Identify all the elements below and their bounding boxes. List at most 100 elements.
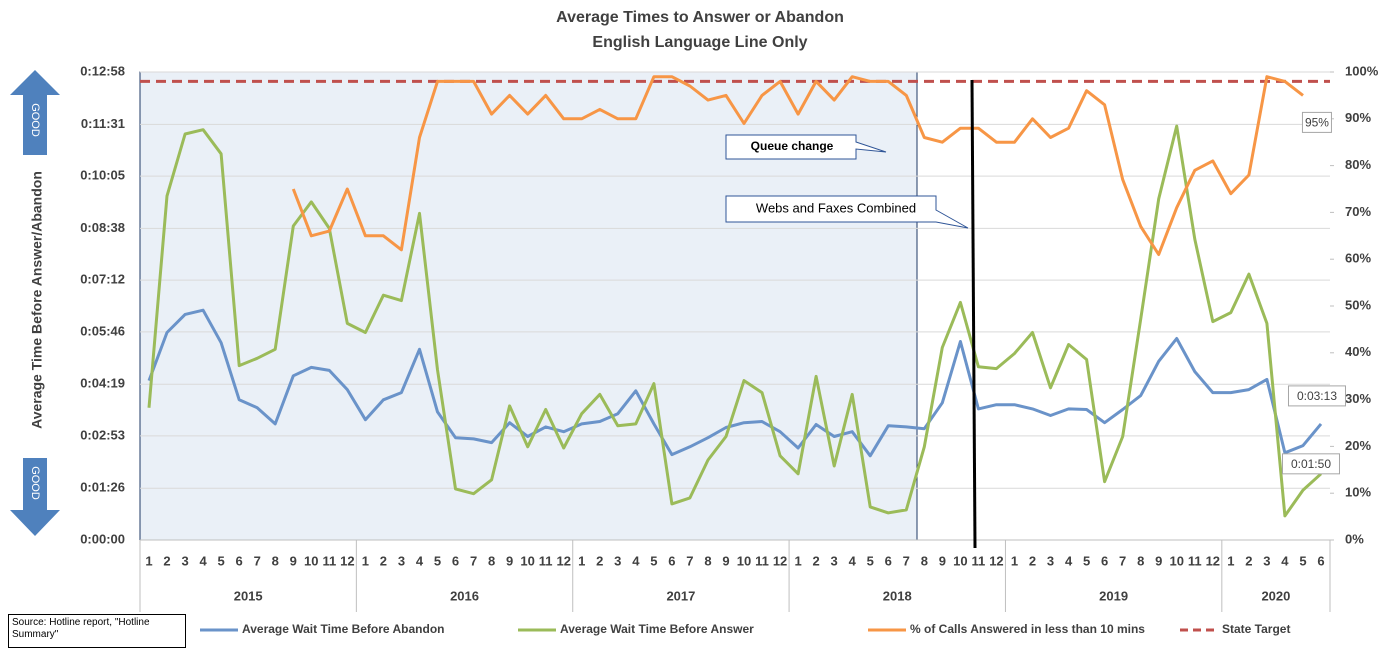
x-tick-label: 3: [398, 553, 405, 568]
x-tick-label: 5: [1083, 553, 1090, 568]
value-label: 95%: [1305, 116, 1329, 130]
x-tick-label: 8: [488, 553, 495, 568]
value-label-box: [1281, 453, 1340, 475]
value-label: 0:03:13: [1297, 389, 1337, 403]
x-tick-label: 12: [989, 553, 1003, 568]
y2-tick-label: 50%: [1345, 297, 1371, 312]
y-tick-label: 0:08:38: [80, 220, 125, 235]
x-tick-label: 6: [1101, 553, 1108, 568]
x-tick-label: 7: [470, 553, 477, 568]
y2-tick-label: 60%: [1345, 251, 1371, 266]
x-tick-label: 7: [903, 553, 910, 568]
x-tick-label: 2: [380, 553, 387, 568]
y-tick-label: 0:11:31: [81, 116, 125, 131]
x-tick-label: 5: [867, 553, 874, 568]
x-tick-label: 11: [972, 553, 986, 568]
x-tick-label: 12: [773, 553, 787, 568]
x-tick-label: 1: [145, 553, 152, 568]
x-tick-label: 12: [556, 553, 570, 568]
chart-subtitle: English Language Line Only: [592, 34, 807, 51]
x-tick-label: 1: [362, 553, 369, 568]
legend-label: State Target: [1222, 622, 1290, 636]
x-tick-label: 8: [272, 553, 279, 568]
y2-tick-label: 20%: [1345, 438, 1371, 453]
x-tick-label: 2: [1029, 553, 1036, 568]
y-tick-label: 0:10:05: [80, 168, 125, 183]
x-tick-label: 1: [1011, 553, 1018, 568]
x-tick-label: 11: [322, 553, 336, 568]
x-tick-label: 6: [885, 553, 892, 568]
y-tick-label: 0:00:00: [80, 531, 125, 546]
x-tick-label: 4: [199, 553, 207, 568]
x-tick-label: 10: [953, 553, 967, 568]
x-tick-label: 3: [181, 553, 188, 568]
y-tick-label: 0:02:53: [80, 427, 125, 442]
x-tick-label: 4: [849, 553, 857, 568]
x-tick-label: 11: [755, 553, 769, 568]
y2-tick-label: 30%: [1345, 391, 1371, 406]
y2-tick-label: 90%: [1345, 110, 1371, 125]
x-group-label: 2016: [450, 588, 479, 603]
x-tick-label: 6: [1317, 553, 1324, 568]
chart-title: Average Times to Answer or Abandon: [556, 9, 844, 26]
x-group-label: 2019: [1099, 588, 1128, 603]
x-tick-label: 5: [218, 553, 225, 568]
y-tick-label: 0:01:26: [80, 480, 125, 495]
x-tick-label: 4: [1281, 553, 1289, 568]
y2-tick-label: 100%: [1345, 63, 1379, 78]
x-tick-label: 1: [578, 553, 585, 568]
x-group-label: 2015: [234, 588, 263, 603]
x-tick-label: 6: [236, 553, 243, 568]
value-label-box: [1287, 385, 1346, 407]
y-axis-label: Average Time Before Answer/Abandon: [29, 171, 45, 429]
x-tick-label: 2: [813, 553, 820, 568]
good-up-arrow: [10, 70, 60, 155]
x-tick-label: 5: [1299, 553, 1306, 568]
good-label: GOOD: [29, 103, 41, 137]
legend-label: % of Calls Answered in less than 10 mins: [910, 622, 1145, 636]
annotation: Webs and Faxes Combined: [756, 200, 916, 215]
x-tick-label: 4: [1065, 553, 1073, 568]
x-tick-label: 9: [506, 553, 513, 568]
x-tick-label: 9: [722, 553, 729, 568]
good-down-arrow: [10, 458, 60, 536]
x-tick-label: 2: [163, 553, 170, 568]
annotation: Queue change: [751, 139, 834, 153]
x-tick-label: 9: [1155, 553, 1162, 568]
x-tick-label: 4: [416, 553, 424, 568]
x-tick-label: 1: [794, 553, 801, 568]
x-tick-label: 2: [1245, 553, 1252, 568]
x-tick-label: 10: [1170, 553, 1184, 568]
plot: 0:00:00 0:01:26 0:02:53 0:04:19 0:05:46 0:07:…: [80, 63, 1379, 636]
x-tick-label: 10: [520, 553, 534, 568]
y2-tick-label: 0%: [1345, 531, 1364, 546]
x-tick-label: 10: [304, 553, 318, 568]
y2-tick-label: 40%: [1345, 344, 1371, 359]
good-label: GOOD: [29, 466, 41, 500]
annotation-box: [725, 195, 969, 229]
x-tick-label: 12: [1206, 553, 1220, 568]
x-tick-label: 1: [1227, 553, 1234, 568]
x-tick-label: 5: [650, 553, 657, 568]
legend-label: Average Wait Time Before Abandon: [242, 622, 444, 636]
value-label: 0:01:50: [1291, 457, 1331, 471]
y-tick-label: 0:04:19: [80, 376, 125, 391]
x-tick-label: 3: [1047, 553, 1054, 568]
x-tick-label: 3: [614, 553, 621, 568]
x-tick-label: 2: [596, 553, 603, 568]
y-tick-label: 0:12:58: [80, 63, 125, 78]
x-tick-label: 7: [686, 553, 693, 568]
source-note: Source: Hotline report, "Hotline Summary…: [8, 614, 186, 648]
x-tick-label: 9: [290, 553, 297, 568]
x-tick-label: 7: [254, 553, 261, 568]
y-tick-label: 0:07:12: [80, 272, 125, 287]
x-tick-label: 8: [704, 553, 711, 568]
x-group-label: 2017: [666, 588, 695, 603]
y-tick-label: 0:05:46: [80, 323, 125, 338]
x-tick-label: 3: [831, 553, 838, 568]
x-tick-label: 6: [452, 553, 459, 568]
x-tick-label: 12: [340, 553, 354, 568]
series-line: [291, 75, 1304, 256]
x-tick-label: 6: [668, 553, 675, 568]
